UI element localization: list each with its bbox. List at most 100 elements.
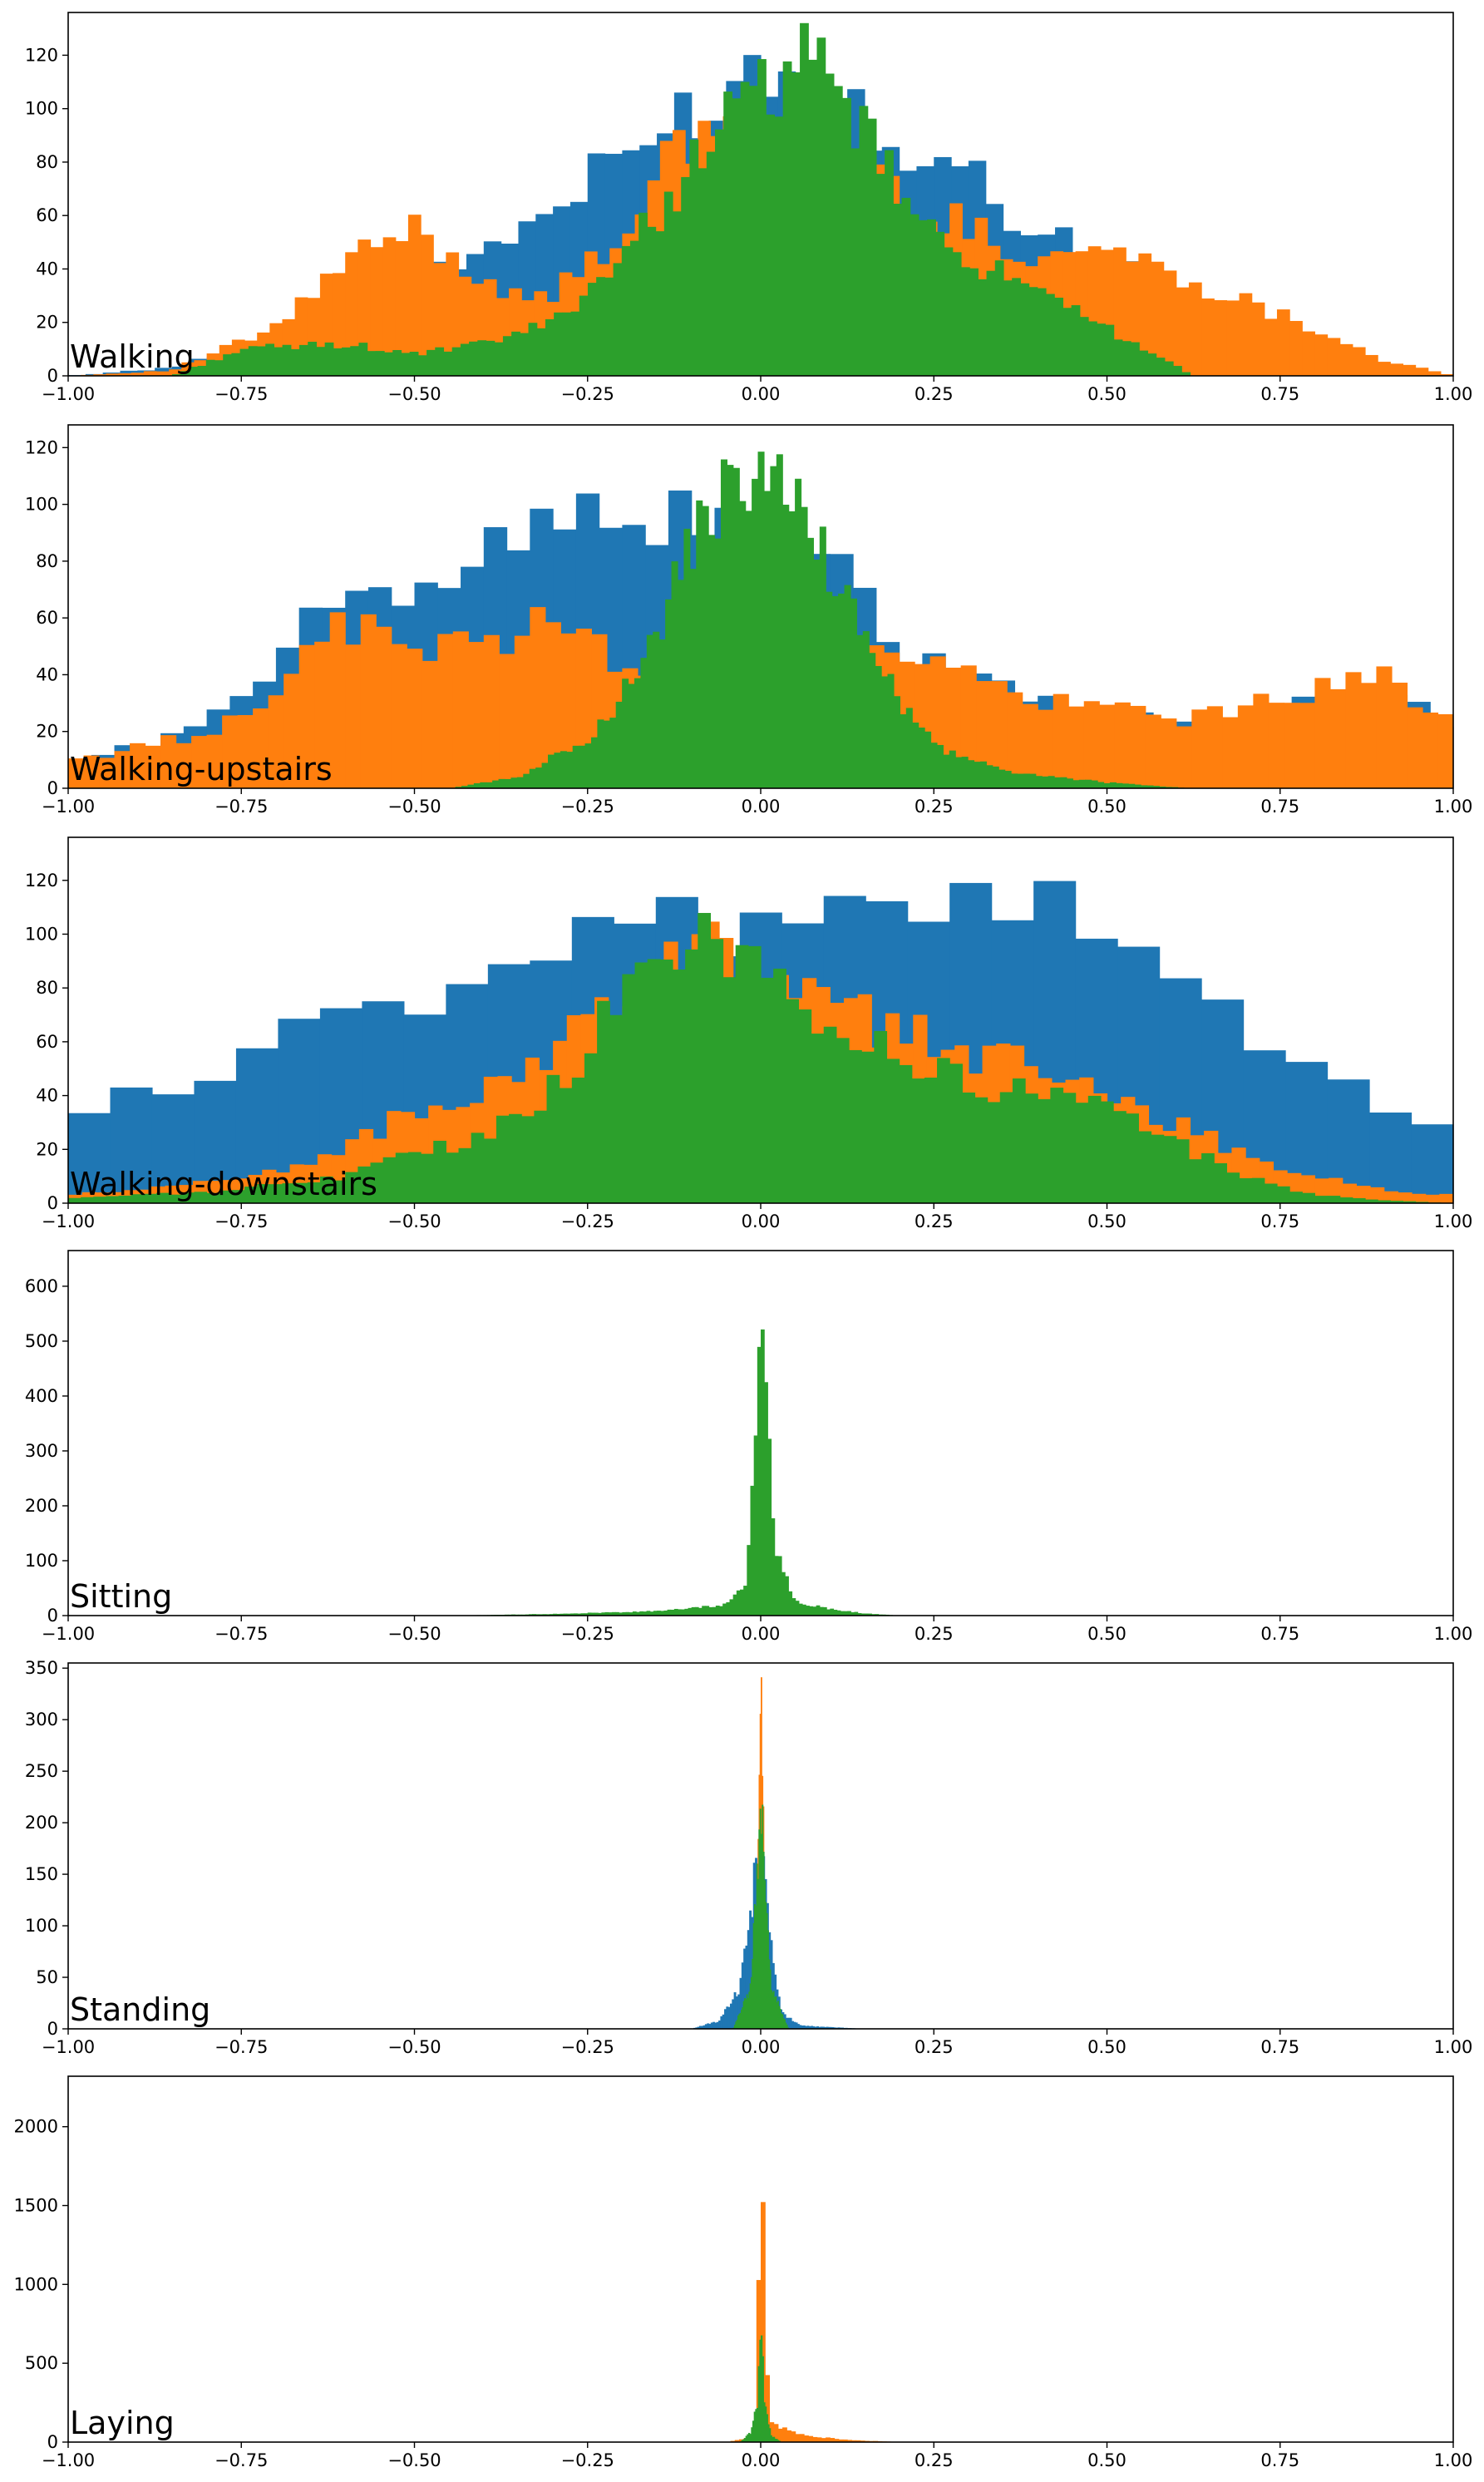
histogram-bar (735, 945, 749, 1203)
histogram-bar (764, 1880, 766, 2029)
y-tick-label: 60 (36, 1032, 58, 1052)
histogram-bar (819, 526, 826, 788)
series-1 (740, 2335, 782, 2442)
histogram-bar (1329, 688, 1347, 788)
histogram-bar (786, 2027, 789, 2029)
histogram-bar (357, 239, 372, 376)
x-tick-label: 0.25 (915, 1211, 954, 1231)
histogram-bar (1327, 1196, 1341, 1203)
histogram-bar (625, 1611, 630, 1616)
histogram-bar (214, 360, 224, 376)
histogram-bar (545, 1614, 550, 1616)
histogram-bar (789, 2017, 792, 2029)
histogram-bar (1062, 308, 1072, 376)
histogram-bar (736, 2020, 738, 2029)
histogram-bar (437, 634, 454, 788)
histogram-bar (197, 366, 207, 376)
histogram-bar (969, 268, 979, 376)
histogram-bar (510, 777, 518, 788)
histogram-bar (1237, 705, 1254, 788)
histogram-bar (566, 1613, 571, 1616)
histogram-bar (93, 374, 107, 376)
histogram-bar (189, 367, 199, 376)
x-tick-label: −0.25 (561, 1211, 614, 1231)
histogram-bar (836, 1610, 841, 1616)
histogram-bar (1130, 705, 1146, 788)
histogram-bar (324, 342, 334, 376)
histogram-bar (535, 1614, 540, 1616)
histogram-bar (1025, 1093, 1038, 1203)
histogram-bar (1147, 353, 1157, 376)
histogram-bar (791, 72, 801, 376)
histogram-bar (791, 1598, 796, 1616)
histogram-bar (577, 1613, 582, 1616)
histogram-bar (886, 1058, 900, 1203)
histogram-bar (1181, 372, 1191, 376)
histogram-bar (842, 2439, 848, 2442)
histogram-bar (435, 347, 445, 376)
histogram-bar (1022, 703, 1038, 788)
histogram-bar (1339, 343, 1353, 376)
histogram-bar (1151, 261, 1165, 376)
histogram-bar (719, 1606, 723, 1616)
histogram-bar (798, 1603, 803, 1616)
histogram-bar (847, 1611, 851, 1616)
histogram-bar (528, 1614, 533, 1616)
histogram-bar (771, 1990, 772, 2029)
histogram-bar (219, 1190, 233, 1203)
histogram-bar (1138, 1131, 1152, 1203)
histogram-bar (579, 295, 589, 376)
histogram-bar (143, 371, 157, 376)
histogram-bar (1437, 713, 1454, 788)
histogram-bar (689, 569, 697, 788)
histogram-bar (867, 118, 877, 376)
histogram-bar (808, 59, 818, 377)
histogram-bar (1017, 773, 1024, 788)
histogram-bar (621, 245, 631, 376)
histogram-bar (744, 1998, 746, 2029)
panel-0: −1.00 −0.75 −0.50 −0.25 0.00 0.25 0.50 0.75 1.00… (25, 12, 1472, 404)
histogram-bar (1029, 773, 1037, 788)
histogram-bar (799, 2434, 805, 2442)
histogram-bar (1176, 1139, 1190, 1203)
y-tick-label: 250 (25, 1761, 58, 1781)
histogram-bar (826, 591, 833, 788)
histogram-bar (752, 1922, 755, 2029)
histogram-bar (175, 743, 192, 788)
panel-4: −1.00 −0.75 −0.50 −0.25 0.00 0.25 0.50 0.75 1.00… (25, 1658, 1472, 2057)
histogram-bar (722, 1603, 727, 1616)
histogram-bar (774, 1556, 779, 1616)
x-tick-label: −1.00 (42, 2037, 95, 2057)
histogram-bar (594, 1612, 599, 1616)
histogram-bar (663, 1610, 668, 1616)
histogram-bar (720, 2016, 723, 2029)
histogram-bar (566, 752, 574, 788)
histogram-bar (695, 2027, 698, 2029)
y-tick-label: 0 (47, 2019, 58, 2039)
histogram-bar (785, 1576, 789, 1616)
histogram-bar (604, 277, 614, 376)
histogram-bar (761, 2335, 763, 2442)
plot-area (726, 2202, 900, 2442)
histogram-bar (685, 949, 698, 1203)
histogram-bar (571, 1077, 585, 1203)
histogram-bar (597, 719, 604, 788)
histogram-bar (608, 1612, 613, 1616)
histogram-bar (587, 1612, 592, 1616)
histogram-bar (874, 1030, 888, 1203)
histogram-bar (782, 61, 792, 377)
histogram-bar (714, 538, 722, 788)
histogram-bar (554, 752, 561, 788)
x-tick-label: −0.50 (387, 2450, 441, 2470)
histogram-bar (407, 649, 423, 788)
histogram-bar (1403, 1201, 1417, 1203)
histogram-bar (776, 2439, 778, 2442)
histogram-bar (1075, 1103, 1089, 1203)
y-tick-label: 120 (25, 871, 58, 891)
histogram-bar (1299, 703, 1315, 788)
histogram-bar (634, 962, 648, 1203)
histogram-bar (788, 1591, 793, 1616)
x-tick-label: −1.00 (42, 1211, 95, 1231)
x-tick-label: 0.50 (1087, 2450, 1127, 2470)
x-tick-label: −0.25 (561, 797, 614, 817)
